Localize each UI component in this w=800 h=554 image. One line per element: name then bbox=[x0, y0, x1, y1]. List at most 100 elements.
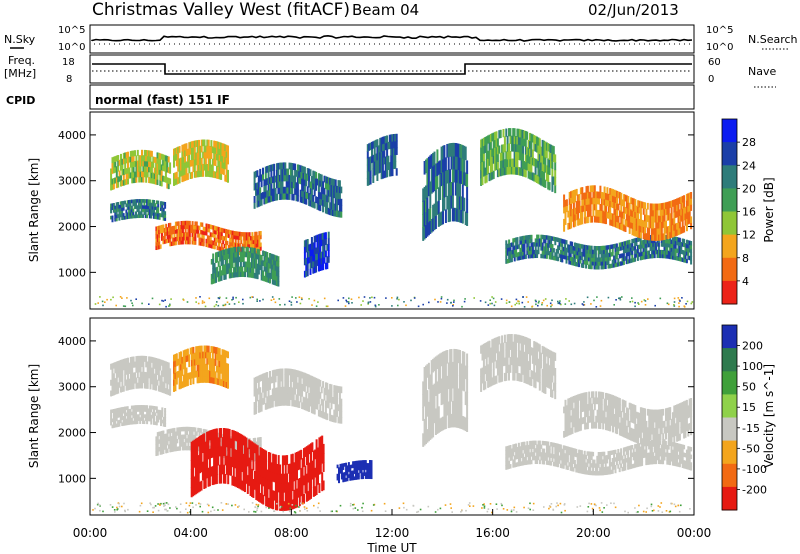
data-cell bbox=[429, 194, 432, 208]
data-cell bbox=[246, 475, 249, 485]
data-cell bbox=[187, 232, 190, 237]
data-cell bbox=[586, 204, 589, 211]
data-cell bbox=[201, 234, 204, 239]
data-cell bbox=[186, 220, 188, 226]
data-cell bbox=[211, 352, 214, 360]
data-cell bbox=[209, 224, 212, 230]
data-cell bbox=[230, 241, 233, 247]
data-cell bbox=[159, 229, 162, 234]
data-cell bbox=[625, 213, 628, 221]
data-cell bbox=[683, 250, 686, 255]
data-cell bbox=[377, 145, 380, 153]
data-cell bbox=[276, 163, 278, 170]
data-cell bbox=[214, 447, 217, 457]
data-cell bbox=[111, 203, 114, 207]
ground-scatter-cell bbox=[182, 299, 185, 301]
data-cell bbox=[198, 431, 201, 437]
data-cell bbox=[259, 193, 262, 201]
data-cell bbox=[289, 181, 292, 188]
data-cell bbox=[194, 240, 197, 245]
data-cell bbox=[290, 472, 293, 483]
data-cell bbox=[498, 168, 501, 177]
data-cell bbox=[269, 183, 271, 191]
data-cell bbox=[192, 346, 195, 354]
data-cell bbox=[207, 467, 210, 478]
data-cell bbox=[595, 191, 598, 199]
data-cell bbox=[516, 252, 519, 257]
data-cell bbox=[482, 168, 485, 177]
data-cell bbox=[662, 253, 665, 259]
ground-scatter-cell bbox=[217, 297, 220, 299]
data-cell bbox=[291, 453, 294, 464]
data-cell bbox=[555, 252, 558, 258]
data-cell bbox=[204, 151, 207, 159]
data-cell bbox=[447, 182, 450, 197]
data-cell bbox=[632, 223, 635, 230]
data-cell bbox=[301, 467, 304, 477]
data-cell bbox=[657, 246, 660, 251]
data-cell bbox=[198, 428, 201, 433]
data-cell bbox=[148, 411, 151, 416]
data-cell bbox=[609, 206, 612, 214]
data-cell bbox=[184, 224, 187, 230]
data-cell bbox=[667, 226, 670, 233]
data-cell bbox=[139, 361, 142, 368]
data-cell bbox=[153, 178, 156, 185]
data-cell bbox=[252, 272, 255, 279]
data-cell bbox=[386, 156, 389, 164]
ground-scatter-cell bbox=[550, 305, 552, 308]
data-cell bbox=[656, 249, 659, 255]
data-cell bbox=[206, 145, 209, 153]
data-cell bbox=[603, 198, 606, 206]
data-cell bbox=[240, 239, 243, 245]
data-cell bbox=[572, 202, 575, 210]
data-cell bbox=[163, 231, 166, 237]
data-cell bbox=[194, 427, 197, 432]
data-cell bbox=[506, 135, 509, 145]
data-cell bbox=[212, 278, 215, 284]
data-cell bbox=[212, 233, 215, 238]
data-cell bbox=[516, 159, 519, 168]
data-cell bbox=[237, 246, 240, 253]
data-cell bbox=[306, 239, 309, 246]
data-cell bbox=[288, 500, 291, 511]
data-cell bbox=[631, 197, 634, 205]
data-cell bbox=[449, 169, 452, 183]
data-cell bbox=[143, 171, 146, 178]
data-cell bbox=[130, 214, 133, 219]
data-cell bbox=[184, 155, 187, 163]
data-cell bbox=[111, 178, 114, 185]
ground-scatter-cell bbox=[500, 298, 503, 300]
data-cell bbox=[256, 273, 259, 280]
data-cell bbox=[571, 257, 574, 262]
data-cell bbox=[481, 153, 484, 163]
data-cell bbox=[489, 156, 492, 166]
data-cell bbox=[267, 470, 270, 481]
data-cell bbox=[457, 182, 460, 197]
data-cell bbox=[212, 273, 215, 279]
data-cell bbox=[380, 158, 383, 166]
data-cell bbox=[194, 229, 197, 234]
data-cell bbox=[551, 160, 554, 169]
data-cell bbox=[329, 184, 332, 191]
data-cell bbox=[150, 378, 153, 385]
data-cell bbox=[203, 363, 206, 371]
data-cell bbox=[206, 468, 209, 479]
data-cell bbox=[159, 435, 162, 440]
ground-scatter-cell bbox=[161, 299, 163, 302]
data-cell bbox=[155, 245, 158, 251]
data-cell bbox=[543, 156, 545, 165]
data-cell bbox=[596, 246, 599, 251]
data-cell bbox=[609, 188, 612, 195]
ground-scatter-cell bbox=[505, 299, 508, 302]
data-cell bbox=[599, 204, 602, 211]
data-cell bbox=[285, 168, 288, 176]
data-cell bbox=[135, 202, 137, 206]
data-cell bbox=[522, 130, 524, 139]
data-cell bbox=[658, 227, 660, 235]
data-cell bbox=[231, 230, 234, 236]
data-cell bbox=[440, 159, 443, 174]
data-cell bbox=[678, 221, 681, 229]
data-cell bbox=[338, 192, 341, 200]
data-cell bbox=[121, 207, 124, 211]
